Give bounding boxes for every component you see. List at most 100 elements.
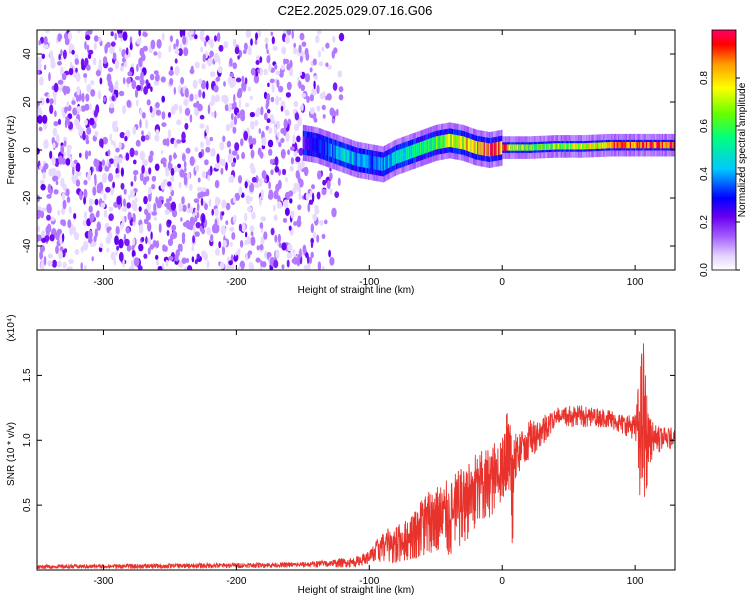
- spectrogram-track-core: [345, 149, 347, 163]
- spectrogram-noise-cell: [289, 59, 293, 68]
- spectrogram-noise-cell: [37, 115, 43, 124]
- spectrogram-track-core: [473, 140, 475, 154]
- spectrogram-noise-cell: [64, 119, 68, 129]
- spectrogram-noise-cell: [235, 254, 239, 261]
- spectrogram-noise-cell: [236, 154, 240, 161]
- spectrogram-noise-cell: [293, 100, 299, 108]
- spectrogram-noise-cell: [86, 83, 92, 93]
- spectrogram-noise-cell: [150, 231, 153, 240]
- spectrogram-track-core: [620, 142, 623, 149]
- spectrogram-noise-cell: [201, 250, 207, 259]
- spectrogram-track-core: [570, 143, 572, 150]
- spectrogram-noise-cell: [198, 78, 203, 85]
- spectrogram-noise-cell: [121, 206, 128, 212]
- spectrogram-track-core: [438, 135, 440, 149]
- spectrogram-noise-cell: [74, 58, 80, 65]
- spectrogram-noise-cell: [187, 208, 192, 214]
- spectrogram-noise-cell: [109, 133, 113, 142]
- spectrogram-noise-cell: [338, 32, 345, 42]
- spectrogram-noise-cell: [174, 58, 178, 64]
- spectrogram-noise-cell: [167, 161, 172, 171]
- spectrogram-noise-cell: [83, 73, 88, 78]
- spectrogram-noise-cell: [58, 155, 63, 165]
- spectrogram-noise-cell: [189, 68, 195, 75]
- spectrogram-noise-cell: [220, 167, 224, 175]
- spectrogram-noise-cell: [154, 74, 160, 82]
- spectrogram-noise-cell: [214, 218, 218, 228]
- spectrogram-noise-cell: [116, 245, 120, 251]
- spectrogram-noise-cell: [80, 245, 85, 253]
- spectrogram-noise-cell: [290, 210, 295, 219]
- spectrogram-track-core: [418, 142, 421, 156]
- spectrogram-noise-cell: [316, 191, 321, 200]
- spectrogram-noise-cell: [85, 93, 90, 102]
- spectrogram-track-core: [362, 154, 365, 168]
- spectrogram-track-core: [600, 142, 603, 149]
- spectrogram-noise-cell: [183, 176, 188, 186]
- spectrogram-noise-cell: [54, 110, 57, 118]
- spectrogram-track-core: [671, 142, 673, 149]
- spectrogram-noise-cell: [285, 132, 290, 142]
- spectrogram-track-core: [421, 141, 423, 155]
- spectrogram-noise-cell: [230, 120, 234, 129]
- spectrogram-track-core: [609, 142, 612, 149]
- spectrogram-noise-cell: [57, 118, 62, 125]
- spectrogram-noise-cell: [266, 49, 269, 54]
- spectrogram-noise-cell: [167, 129, 172, 139]
- spectrogram-noise-cell: [207, 169, 211, 177]
- spectrogram-track-core: [595, 142, 597, 149]
- x-tick-label: -100: [359, 576, 379, 587]
- spectrogram-track-core: [550, 143, 552, 150]
- spectrogram-track-core: [478, 141, 480, 155]
- spectrogram-noise-cell: [187, 202, 191, 209]
- spectrogram-noise-cell: [261, 189, 264, 199]
- spectrogram-noise-cell: [73, 159, 78, 165]
- spectrogram-track-core: [313, 138, 316, 152]
- spectrogram-noise-cell: [50, 216, 55, 222]
- spectrogram-noise-cell: [205, 135, 209, 141]
- spectrogram-noise-cell: [138, 224, 144, 234]
- spectrogram-noise-cell: [141, 112, 146, 119]
- spectrogram-noise-cell: [197, 103, 203, 112]
- spectrogram-noise-cell: [266, 251, 272, 258]
- spectrogram-noise-cell: [65, 158, 71, 166]
- spectrogram-noise-cell: [110, 31, 114, 37]
- spectrogram-noise-cell: [244, 181, 248, 189]
- spectrogram-track-core: [434, 136, 436, 150]
- spectrogram-noise-cell: [293, 42, 297, 48]
- spectrogram-track-core: [422, 141, 425, 155]
- spectrogram-track-core: [406, 146, 409, 160]
- spectrogram-noise-cell: [141, 165, 145, 174]
- spectrogram-noise-cell: [98, 58, 102, 68]
- spectrogram-noise-cell: [148, 186, 152, 195]
- spectrogram-noise-cell: [118, 33, 123, 39]
- spectrogram-track-core: [640, 142, 642, 149]
- y-tick-label: 40: [22, 48, 33, 60]
- spectrogram-noise-cell: [155, 129, 160, 136]
- spectrogram-signal-layer: [302, 122, 675, 183]
- spectrogram-noise-cell: [48, 72, 51, 82]
- spectrogram-noise-cell: [49, 234, 55, 242]
- spectrogram-track-core: [607, 142, 609, 149]
- spectrogram-noise-cell: [68, 206, 72, 214]
- spectrogram-noise-cell: [88, 205, 93, 213]
- spectrogram-noise-cell: [280, 137, 285, 144]
- spectrogram-noise-cell: [322, 114, 326, 119]
- spectrogram-track-core: [657, 142, 660, 149]
- spectrogram-noise-cell: [102, 172, 108, 183]
- spectrogram-noise-cell: [135, 139, 141, 147]
- spectrogram-noise-cell: [313, 75, 319, 81]
- spectrogram-noise-cell: [206, 227, 211, 236]
- spectrogram-noise-cell: [276, 120, 281, 129]
- spectrogram-noise-cell: [336, 108, 339, 117]
- spectrogram-noise-cell: [232, 38, 237, 48]
- spectrogram-noise-cell: [270, 96, 275, 103]
- spectrogram-track-core: [599, 142, 601, 149]
- spectrogram-noise-cell: [122, 31, 128, 41]
- spectrogram-track-core: [663, 142, 665, 149]
- spectrogram-noise-cell: [38, 126, 43, 132]
- spectrogram-noise-cell: [228, 103, 232, 111]
- spectrogram-noise-cell: [186, 172, 191, 180]
- spectrogram-noise-cell: [62, 49, 67, 60]
- spectrogram-noise-cell: [255, 76, 259, 81]
